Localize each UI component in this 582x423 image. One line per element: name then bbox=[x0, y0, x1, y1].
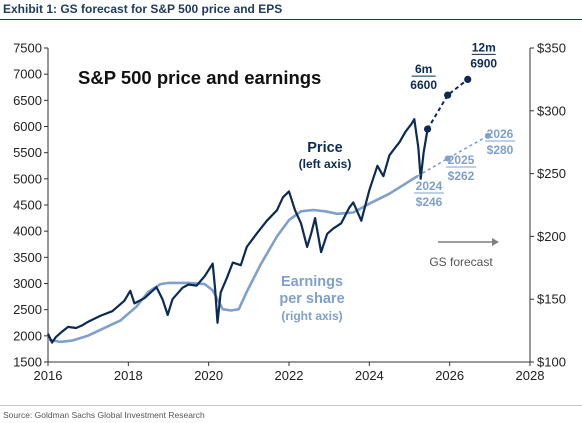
right-tick-label: $200 bbox=[537, 229, 566, 244]
left-tick-label: 7500 bbox=[13, 41, 42, 56]
left-tick-label: 3000 bbox=[13, 276, 42, 291]
x-tick-label: 2020 bbox=[194, 368, 223, 383]
left-tick-label: 2500 bbox=[13, 302, 42, 317]
price-forecast-point bbox=[444, 91, 452, 99]
sp500-chart: 1500 2000 2500 3000 3500 4000 4500 5000 5500 6000… bbox=[13, 40, 566, 384]
x-tick-label: 2026 bbox=[435, 368, 464, 383]
annotation-layer: S&P 500 price and earnings 6m 6600 12m 6900 2… bbox=[78, 40, 515, 323]
eps-forecast-value: $246 bbox=[416, 195, 443, 209]
chart-title: S&P 500 price and earnings bbox=[78, 67, 321, 88]
x-tick-label: 2022 bbox=[275, 368, 304, 383]
x-tick-label: 2016 bbox=[34, 368, 63, 383]
price-series-sublabel: (left axis) bbox=[299, 157, 352, 171]
series-layer bbox=[46, 75, 491, 344]
source-divider bbox=[0, 405, 582, 406]
forecast-arrow-head bbox=[492, 238, 499, 246]
left-tick-label: 1500 bbox=[13, 355, 42, 370]
eps-series-label: Earnings bbox=[281, 274, 343, 290]
price-forecast-value: 6600 bbox=[410, 78, 437, 92]
exhibit-header: Exhibit 1: GS forecast for S&P 500 price… bbox=[0, 0, 582, 20]
right-tick-label: $100 bbox=[537, 355, 566, 370]
x-tick-label: 2018 bbox=[114, 368, 143, 383]
left-tick-label: 6500 bbox=[13, 93, 42, 108]
eps-forecast-point bbox=[444, 155, 451, 162]
eps-line bbox=[47, 175, 419, 344]
eps-series-sublabel: (right axis) bbox=[281, 309, 342, 323]
eps-forecast-point bbox=[484, 132, 491, 139]
eps-series-label-line2: per share bbox=[279, 291, 344, 307]
forecast-annotation: GS forecast bbox=[429, 255, 493, 269]
left-tick-label: 5500 bbox=[13, 145, 42, 160]
eps-forecast-value: $280 bbox=[487, 143, 514, 157]
price-forecast-period: 12m bbox=[472, 40, 496, 54]
price-forecast-point bbox=[464, 75, 472, 83]
header-divider bbox=[0, 19, 582, 20]
eps-forecast-year: 2026 bbox=[487, 127, 514, 141]
x-tick-label: 2024 bbox=[355, 368, 384, 383]
exhibit-title: Exhibit 1: GS forecast for S&P 500 price… bbox=[3, 2, 283, 16]
left-tick-label: 2000 bbox=[13, 328, 42, 343]
x-tick-label: 2028 bbox=[516, 368, 545, 383]
eps-forecast-value: $262 bbox=[448, 169, 475, 183]
left-tick-label: 3500 bbox=[13, 250, 42, 265]
left-tick-label: 4000 bbox=[13, 224, 42, 239]
price-forecast-period: 6m bbox=[415, 62, 432, 76]
price-forecast-value: 6900 bbox=[470, 56, 497, 70]
right-tick-label: $350 bbox=[537, 41, 566, 56]
right-tick-label: $250 bbox=[537, 166, 566, 181]
axes: 1500 2000 2500 3000 3500 4000 4500 5000 5500 6000… bbox=[13, 41, 566, 384]
left-tick-label: 4500 bbox=[13, 198, 42, 213]
eps-forecast-year: 2025 bbox=[448, 153, 475, 167]
left-tick-label: 6000 bbox=[13, 119, 42, 134]
source-note: Source: Goldman Sachs Global Investment … bbox=[3, 410, 205, 420]
price-forecast-line bbox=[426, 78, 469, 130]
price-forecast-start-point bbox=[423, 125, 432, 133]
left-tick-label: 5000 bbox=[13, 171, 42, 186]
left-tick-label: 7000 bbox=[13, 67, 42, 82]
price-line bbox=[46, 118, 429, 344]
right-tick-label: $150 bbox=[537, 292, 566, 307]
eps-forecast-year: 2024 bbox=[416, 179, 443, 193]
price-series-label: Price bbox=[307, 140, 342, 156]
right-tick-label: $300 bbox=[537, 103, 566, 118]
